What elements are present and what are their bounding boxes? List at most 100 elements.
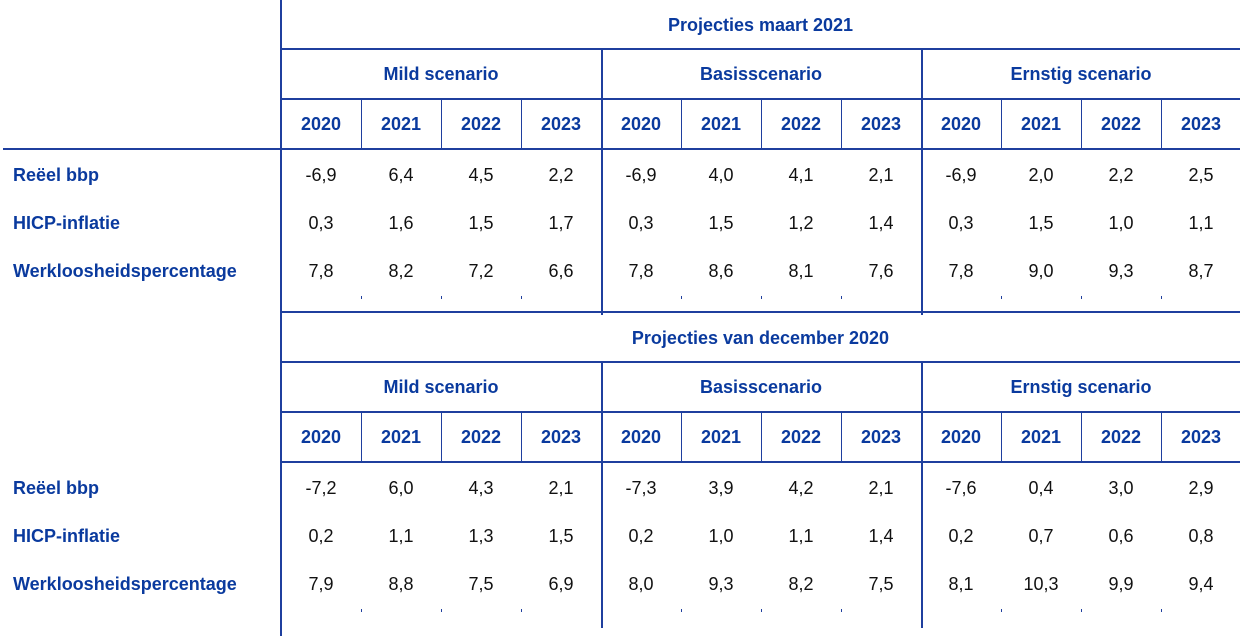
- divider: [521, 296, 522, 299]
- divider: [1161, 99, 1162, 149]
- divider: [1081, 609, 1082, 612]
- table-cell: 8,2: [788, 573, 814, 594]
- table-cell: 1,7: [548, 212, 574, 233]
- table-cell: 2,2: [1108, 164, 1134, 185]
- divider: [361, 99, 362, 149]
- table-cell: 7,9: [308, 573, 334, 594]
- section-title: Projecties maart 2021: [667, 14, 854, 35]
- table-cell: 2,0: [1028, 164, 1054, 185]
- year-header: 2021: [1020, 114, 1062, 134]
- table-cell: 1,5: [1028, 212, 1054, 233]
- table-cell: 4,2: [788, 477, 814, 498]
- table-cell: 7,2: [468, 260, 494, 281]
- divider: [761, 412, 762, 462]
- divider: [361, 412, 362, 462]
- table-cell: 1,1: [388, 525, 414, 546]
- table-cell: -6,9: [945, 164, 977, 185]
- table-cell: 1,4: [868, 212, 894, 233]
- divider: [841, 412, 842, 462]
- table-cell: 0,3: [948, 212, 974, 233]
- table-cell: 7,8: [628, 260, 654, 281]
- row-label: Werkloosheidspercentage: [13, 573, 237, 594]
- divider: [281, 461, 1240, 463]
- divider: [281, 311, 1240, 313]
- table-cell: 1,1: [788, 525, 814, 546]
- divider: [1161, 412, 1162, 462]
- divider: [281, 98, 1240, 100]
- divider: [281, 361, 1240, 363]
- table-cell: 1,5: [468, 212, 494, 233]
- table-cell: 0,6: [1108, 525, 1134, 546]
- scenario-header: Mild scenario: [383, 377, 499, 397]
- divider: [521, 412, 522, 462]
- table-cell: 6,4: [388, 164, 414, 185]
- table-cell: 9,9: [1108, 573, 1134, 594]
- table-cell: 4,5: [468, 164, 494, 185]
- divider: [921, 48, 923, 315]
- table-cell: 1,5: [708, 212, 734, 233]
- year-header: 2020: [300, 427, 342, 447]
- table-cell: 0,7: [1028, 525, 1054, 546]
- year-header: 2023: [1180, 427, 1222, 447]
- scenario-header: Ernstig scenario: [1010, 377, 1152, 397]
- table-cell: 6,0: [388, 477, 414, 498]
- divider: [761, 609, 762, 612]
- year-header: 2023: [540, 114, 582, 134]
- table-cell: 2,9: [1188, 477, 1214, 498]
- divider: [1001, 99, 1002, 149]
- divider: [281, 411, 1240, 413]
- divider: [681, 296, 682, 299]
- table-cell: 6,6: [548, 260, 574, 281]
- table-cell: 7,5: [868, 573, 894, 594]
- year-header: 2021: [380, 114, 422, 134]
- table-cell: 8,8: [388, 573, 414, 594]
- row-label: Reëel bbp: [13, 477, 100, 498]
- divider: [1081, 296, 1082, 299]
- table-cell: 9,3: [708, 573, 734, 594]
- year-header: 2022: [780, 427, 822, 447]
- scenario-header: Mild scenario: [383, 64, 499, 84]
- table-cell: 4,1: [788, 164, 814, 185]
- year-header: 2023: [860, 427, 902, 447]
- divider: [1001, 609, 1002, 612]
- divider: [281, 48, 1240, 50]
- table-cell: -6,9: [625, 164, 657, 185]
- table-cell: 8,7: [1188, 260, 1214, 281]
- table-cell: -6,9: [305, 164, 337, 185]
- row-label: Reëel bbp: [13, 164, 100, 185]
- table-cell: 6,9: [548, 573, 574, 594]
- table-cell: -7,3: [625, 477, 657, 498]
- divider: [1161, 609, 1162, 612]
- divider: [441, 609, 442, 612]
- divider: [761, 99, 762, 149]
- year-header: 2020: [940, 114, 982, 134]
- divider: [441, 99, 442, 149]
- table-cell: 1,1: [1188, 212, 1214, 233]
- table-cell: 1,3: [468, 525, 494, 546]
- table-cell: 4,3: [468, 477, 494, 498]
- table-cell: 1,0: [708, 525, 734, 546]
- divider: [921, 361, 923, 628]
- year-header: 2020: [620, 427, 662, 447]
- divider: [1081, 412, 1082, 462]
- divider: [1001, 296, 1002, 299]
- divider: [841, 296, 842, 299]
- row-label: Werkloosheidspercentage: [13, 260, 237, 281]
- table-cell: 8,2: [388, 260, 414, 281]
- divider: [841, 99, 842, 149]
- table-cell: 0,2: [308, 525, 334, 546]
- year-header: 2020: [300, 114, 342, 134]
- year-header: 2021: [700, 114, 742, 134]
- table-cell: 0,3: [308, 212, 334, 233]
- year-header: 2023: [860, 114, 902, 134]
- divider: [521, 99, 522, 149]
- divider: [601, 361, 603, 628]
- year-header: 2021: [1020, 427, 1062, 447]
- table-cell: 0,8: [1188, 525, 1214, 546]
- table-cell: 8,6: [708, 260, 734, 281]
- table-cell: 3,0: [1108, 477, 1134, 498]
- divider: [280, 0, 282, 636]
- divider: [1161, 296, 1162, 299]
- divider: [1081, 99, 1082, 149]
- scenario-header: Basisscenario: [699, 64, 823, 84]
